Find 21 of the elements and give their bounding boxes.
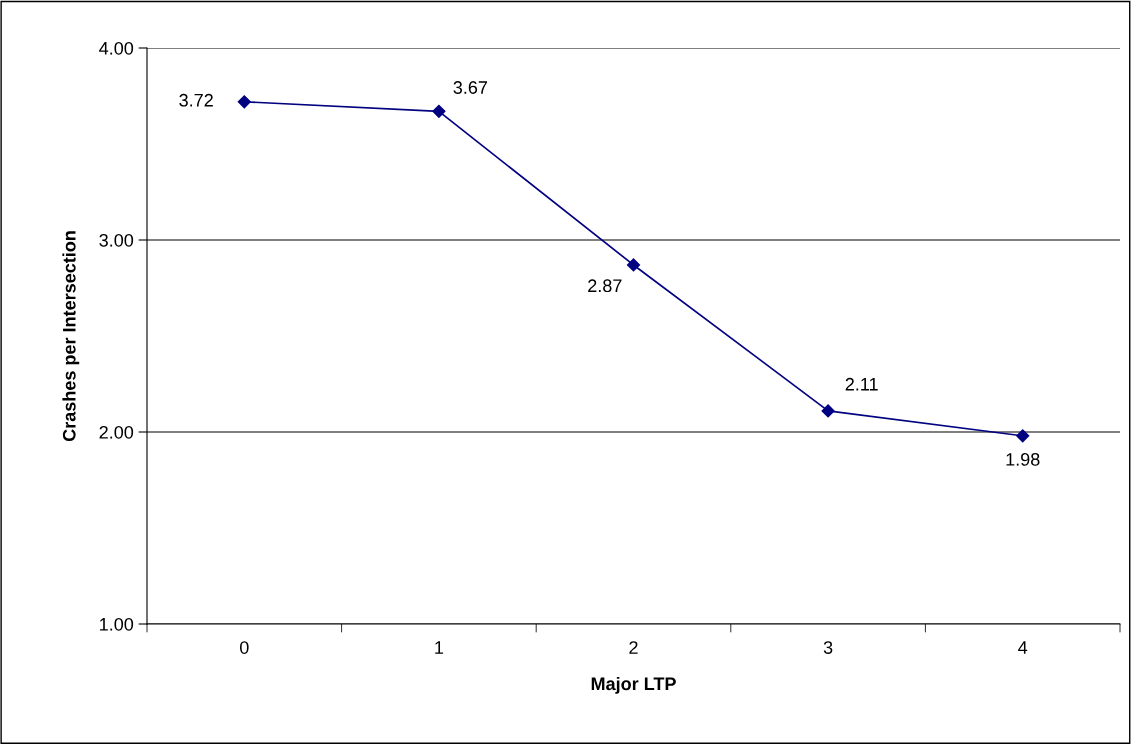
x-tick-label: 3 (823, 641, 833, 654)
x-tick-label: 2 (629, 641, 638, 654)
data-label: 3.72 (179, 93, 213, 107)
x-axis-title: Major LTP (591, 676, 676, 694)
x-tick-label: 1 (435, 641, 444, 654)
data-label: 2.87 (588, 279, 622, 293)
x-tick-label: 4 (1018, 641, 1028, 654)
y-tick-label: 2.00 (99, 425, 134, 439)
point (237, 95, 251, 109)
point (626, 258, 641, 272)
point (1016, 429, 1030, 443)
y-tick-label: 3.00 (99, 233, 134, 247)
data-label: 1.98 (1006, 452, 1040, 466)
point (821, 404, 835, 418)
y-tick-label: 1.00 (100, 617, 134, 631)
x-tick-label: 0 (239, 641, 249, 654)
data-label: 3.67 (453, 81, 488, 94)
y-axis-title: Crashes per Intersection (62, 231, 80, 442)
data-label: 2.11 (845, 377, 878, 391)
point (432, 104, 446, 118)
y-tick-label: 4.00 (99, 41, 134, 55)
